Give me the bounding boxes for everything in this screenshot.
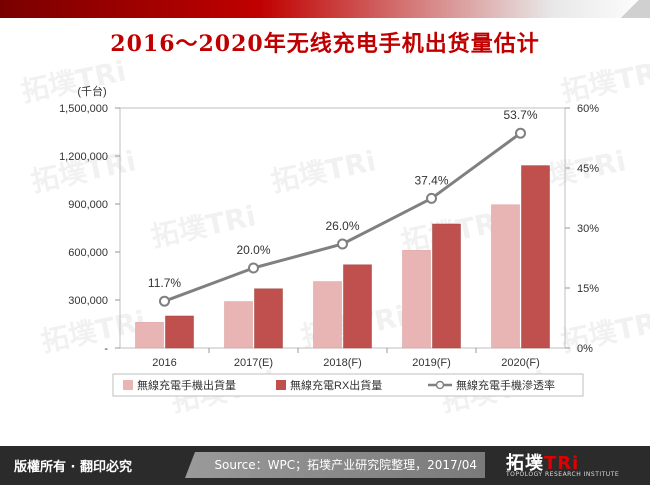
legend-label: 無線充電手機滲透率 <box>456 378 555 392</box>
legend-label: 無線充電手機出貨量 <box>137 378 236 392</box>
penetration-data-label: 11.7% <box>148 276 181 290</box>
penetration-line <box>163 131 522 303</box>
y-left-tick-label: 900,000 <box>68 199 108 211</box>
penetration-point <box>159 295 170 307</box>
y-left-tick-label: 300,000 <box>68 295 108 307</box>
penetration-point <box>515 127 526 139</box>
penetration-data-label: 53.7% <box>503 108 537 122</box>
legend-swatch <box>276 380 286 390</box>
y-left-tick-label: 1,500,000 <box>59 103 108 115</box>
bar-phone-shipments <box>313 281 342 349</box>
top-banner <box>0 0 650 18</box>
logo-text: 拓墣TRi <box>506 453 580 474</box>
chart-title: 2016～2020年无线充电手机出货量估计 <box>110 31 540 57</box>
legend-box <box>112 373 584 397</box>
penetration-data-label: 26.0% <box>325 219 359 233</box>
x-tick-label: 2018(F) <box>323 357 362 369</box>
bar-rx-shipments <box>254 288 283 349</box>
y-axis-unit-label: (千台) <box>77 84 106 98</box>
penetration-data-label: 20.0% <box>236 243 270 257</box>
bar-rx-shipments <box>432 223 461 349</box>
copyright-text: 版權所有 · 翻印必究 <box>14 460 132 475</box>
penetration-point <box>337 238 348 250</box>
x-tick-label: 2017(E) <box>234 357 273 369</box>
bar-phone-shipments <box>224 301 253 349</box>
penetration-point <box>248 262 259 274</box>
x-tick-label: 2016 <box>152 357 176 369</box>
footer-bar: 版權所有 · 翻印必究 Source：WPC；拓墣产业研究院整理，2017/04… <box>0 446 650 485</box>
y-right-tick-label: 15% <box>577 283 599 295</box>
penetration-data-label: 37.4% <box>414 173 448 187</box>
y-left-tick-label: 1,200,000 <box>59 151 108 163</box>
y-right-tick-label: 45% <box>577 163 599 175</box>
bar-phone-shipments <box>135 322 164 349</box>
penetration-point <box>426 192 437 204</box>
y-right-tick-label: 30% <box>577 223 599 235</box>
legend-swatch <box>123 380 133 390</box>
legend-label: 無線充電RX出貨量 <box>290 378 382 392</box>
source-note: Source：WPC；拓墣产业研究院整理，2017/04 <box>185 452 485 478</box>
y-right-tick-label: 0% <box>577 343 593 355</box>
bar-phone-shipments <box>402 250 431 349</box>
logo-subtitle: TOPOLOGY RESEARCH INSTITUTE <box>506 471 620 478</box>
tri-logo: 拓墣TRi TOPOLOGY RESEARCH INSTITUTE <box>506 449 646 483</box>
y-left-tick-label: 600,000 <box>68 247 108 259</box>
legend-marker <box>435 380 445 390</box>
bar-phone-shipments <box>491 204 520 349</box>
x-tick-label: 2019(F) <box>412 357 451 369</box>
y-right-tick-label: 60% <box>577 103 599 115</box>
chart-svg: (千台) - 300,000 600,000 900,000 1,200,000 1,500… <box>59 84 599 397</box>
x-tick-label: 2020(F) <box>501 357 540 369</box>
y-left-tick-label: - <box>104 343 108 355</box>
bar-rx-shipments <box>521 165 550 349</box>
bar-rx-shipments <box>343 264 372 349</box>
bar-rx-shipments <box>165 315 194 349</box>
